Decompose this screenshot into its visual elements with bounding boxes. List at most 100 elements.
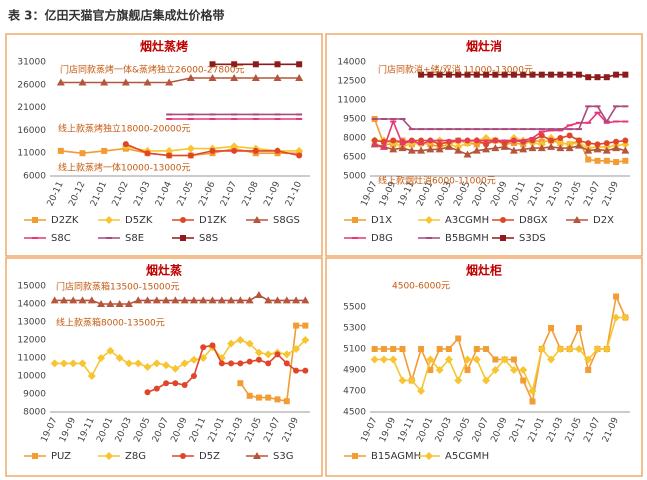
marker (594, 157, 601, 164)
legend-label: S8C (51, 233, 71, 244)
marker (165, 146, 174, 155)
panel-border (5, 257, 323, 477)
marker (186, 73, 195, 81)
marker (231, 61, 238, 68)
marker (585, 140, 592, 147)
marker (230, 142, 239, 151)
marker (217, 296, 226, 304)
marker (473, 346, 480, 352)
marker (509, 366, 518, 374)
marker (528, 144, 537, 152)
marker (78, 78, 87, 86)
marker (585, 367, 592, 373)
marker (301, 296, 310, 304)
marker (274, 147, 281, 154)
marker (264, 296, 273, 304)
marker (79, 150, 86, 157)
marker (187, 152, 194, 159)
x-tick-label: 20-03 (434, 416, 454, 444)
y-tick-label: 4500 (343, 408, 366, 418)
y-tick-label: 8000 (23, 408, 46, 418)
legend-label: B5BGMH (445, 233, 489, 244)
marker (435, 366, 444, 374)
x-tick-label: 20-05 (452, 416, 472, 444)
marker (152, 296, 161, 304)
annotation: 4500-6000元 (392, 282, 450, 292)
marker (32, 217, 38, 223)
marker (500, 142, 509, 150)
marker (538, 132, 545, 139)
marker (152, 359, 161, 368)
marker (398, 144, 407, 152)
marker (115, 300, 124, 307)
marker (143, 363, 152, 371)
annotation: 门店同款蒸箱13500-15000元 (56, 281, 180, 293)
marker (602, 345, 611, 353)
y-tick-label: 14000 (17, 300, 46, 310)
marker (455, 71, 462, 78)
marker (172, 380, 179, 387)
marker (547, 142, 556, 150)
marker (444, 142, 453, 150)
marker (613, 138, 620, 145)
legend-label: S8E (125, 233, 144, 244)
marker (463, 355, 472, 364)
legend-label: D8GX (519, 215, 548, 226)
marker (59, 296, 68, 304)
marker (548, 137, 555, 144)
marker (613, 293, 620, 300)
legend-label: PUZ (51, 451, 71, 462)
panel-border (325, 33, 643, 257)
marker (575, 71, 582, 78)
series-line (374, 111, 626, 150)
legend-label: D5ZK (125, 215, 153, 226)
marker (407, 376, 416, 385)
series (122, 141, 303, 159)
x-tick-label: 19-07 (360, 180, 380, 208)
marker (492, 71, 499, 78)
marker (371, 346, 378, 352)
y-tick-label: 12500 (337, 77, 366, 87)
legend-label: D8G (371, 233, 393, 244)
legend-label: D2ZK (51, 215, 79, 226)
x-tick-label: 21-10 (284, 180, 304, 208)
marker (370, 355, 379, 364)
panel-title: 烟灶蒸烤 (140, 39, 188, 54)
legend-label: S8S (199, 233, 218, 244)
marker (574, 345, 583, 353)
marker (565, 345, 574, 353)
x-tick-label: 20-07 (471, 416, 491, 444)
marker (584, 146, 593, 154)
marker (352, 453, 358, 459)
x-tick-label: 20-11 (188, 416, 208, 444)
panel-border (325, 257, 643, 477)
marker (237, 380, 244, 387)
marker (603, 74, 610, 81)
marker (557, 135, 564, 141)
series (144, 342, 309, 396)
marker (519, 145, 528, 153)
marker (208, 73, 217, 81)
marker (528, 387, 537, 395)
y-tick-label: 15000 (17, 282, 46, 292)
marker (585, 156, 592, 163)
marker (622, 157, 629, 164)
marker (78, 296, 87, 304)
marker (603, 157, 610, 164)
series-line (374, 316, 626, 394)
marker (454, 376, 463, 385)
legend-label: S8GS (273, 215, 300, 226)
annotation: 门店同款蒸烤一体&蒸烤独立26000-27800元 (60, 64, 245, 76)
series (56, 73, 304, 86)
y-tick-label: 31000 (17, 58, 46, 68)
x-tick-label: 21-06 (197, 180, 217, 208)
marker (519, 366, 528, 374)
marker (122, 141, 129, 148)
marker (584, 355, 593, 364)
marker (454, 146, 463, 154)
marker (97, 354, 106, 362)
marker (389, 355, 398, 364)
panel-title: 烟灶蒸 (146, 263, 182, 278)
marker (255, 394, 262, 401)
x-tick-label: 19-07 (360, 416, 380, 444)
